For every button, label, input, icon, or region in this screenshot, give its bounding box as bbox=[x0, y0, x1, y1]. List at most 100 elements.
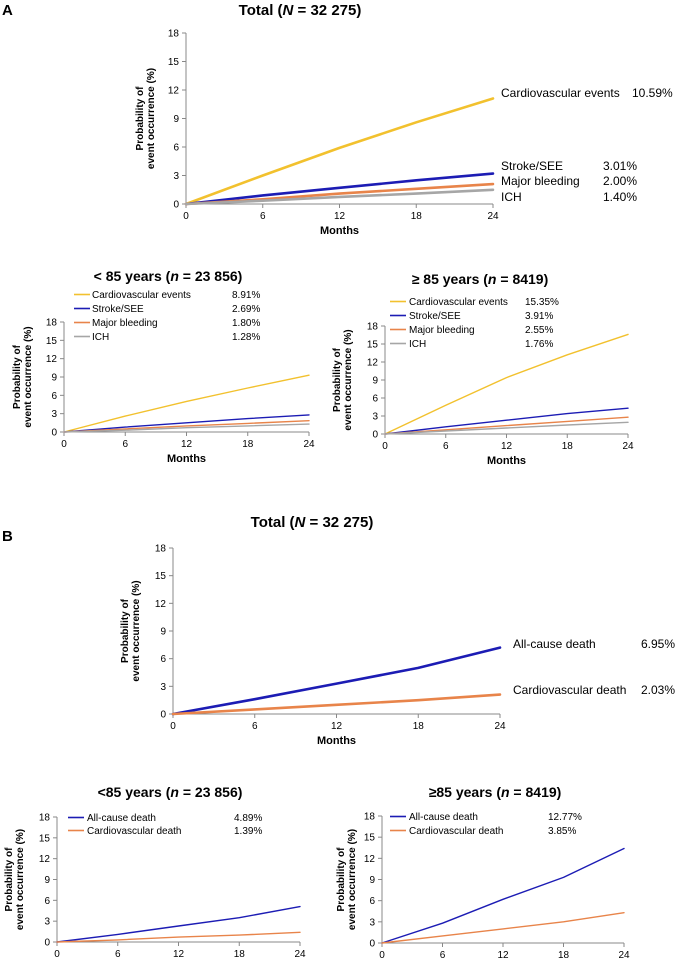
y-tick-label: 3 bbox=[160, 682, 166, 693]
chart-title: ≥85 years (n = 8419) bbox=[429, 784, 562, 800]
x-tick-label: 6 bbox=[440, 950, 446, 961]
x-tick-label: 6 bbox=[443, 441, 449, 452]
y-tick-label: 3 bbox=[173, 171, 179, 182]
chart-title: < 85 years (n = 23 856) bbox=[94, 268, 243, 284]
series-label-value: 2.03% bbox=[641, 683, 675, 697]
x-tick-label: 18 bbox=[562, 441, 574, 452]
title-part: = 8419) bbox=[510, 784, 562, 800]
x-axis-label: Months bbox=[320, 225, 359, 237]
title-part: Total ( bbox=[239, 2, 283, 19]
series-label-value: 10.59% bbox=[632, 86, 673, 100]
y-axis-label-line: Probability of bbox=[336, 847, 347, 912]
y-axis-label-line: event occurrence (%) bbox=[23, 326, 34, 427]
series-line-all-cause-death bbox=[381, 847, 625, 944]
x-tick-label: 0 bbox=[170, 721, 176, 732]
x-tick-label: 0 bbox=[382, 441, 388, 452]
x-tick-label: 24 bbox=[618, 950, 630, 961]
series-line-stroke-see bbox=[63, 414, 310, 433]
title-part: ≥85 years ( bbox=[429, 784, 502, 800]
y-tick-label: 6 bbox=[369, 896, 375, 907]
panel-label-b: B bbox=[2, 528, 13, 545]
x-axis-label: Months bbox=[167, 453, 206, 465]
y-tick-label: 12 bbox=[168, 86, 180, 97]
title-italic-part: N bbox=[283, 2, 295, 19]
y-tick-label: 9 bbox=[160, 627, 166, 638]
y-tick-label: 0 bbox=[173, 200, 179, 211]
x-tick-label: 18 bbox=[413, 721, 425, 732]
legend-entry-value: 1.39% bbox=[234, 826, 262, 837]
series-line-major-bleeding bbox=[384, 416, 629, 435]
y-tick-label: 15 bbox=[155, 571, 167, 582]
title-part: ≥ 85 years ( bbox=[412, 271, 489, 287]
title-part: = 23 856) bbox=[179, 268, 242, 284]
x-tick-label: 24 bbox=[303, 439, 315, 450]
series-line-stroke-see bbox=[184, 172, 495, 206]
series-label-value: 3.01% bbox=[603, 159, 637, 173]
legend-entry-value: 3.91% bbox=[525, 311, 553, 322]
chart-title: Total (N = 32 275) bbox=[239, 2, 362, 19]
title-italic-part: n bbox=[170, 268, 179, 284]
series-label-name: Cardiovascular death bbox=[513, 683, 626, 697]
series-line-cardiovascular-death bbox=[171, 693, 502, 716]
y-axis-label-line: Probability of bbox=[12, 344, 23, 409]
legend-entry-name: Cardiovascular events bbox=[409, 297, 508, 308]
title-part: < 85 years ( bbox=[94, 268, 171, 284]
y-axis-label-line: event occurrence (%) bbox=[347, 829, 358, 930]
y-tick-label: 0 bbox=[160, 710, 166, 721]
y-tick-label: 3 bbox=[51, 409, 57, 420]
y-tick-label: 3 bbox=[369, 917, 375, 928]
y-tick-label: 15 bbox=[168, 57, 180, 68]
y-tick-label: 18 bbox=[364, 812, 376, 823]
legend-entry-value: 1.28% bbox=[232, 332, 260, 343]
y-tick-label: 18 bbox=[168, 29, 180, 40]
x-tick-label: 18 bbox=[558, 950, 570, 961]
y-tick-label: 0 bbox=[51, 428, 57, 439]
title-part: = 23 856) bbox=[179, 784, 242, 800]
legend-entry-name: Stroke/SEE bbox=[409, 311, 461, 322]
legend-entry-value: 4.89% bbox=[234, 813, 262, 824]
x-tick-label: 18 bbox=[411, 211, 423, 222]
y-tick-label: 12 bbox=[155, 599, 167, 610]
series-line-major-bleeding bbox=[63, 420, 310, 433]
chart-B_ge85: ≥85 years (n = 8419)036912151806121824Mo… bbox=[336, 784, 630, 961]
legend-entry-name: All-cause death bbox=[409, 812, 478, 823]
y-axis-label-line: Probability of bbox=[4, 847, 15, 912]
x-axis-label: Months bbox=[487, 455, 526, 467]
legend-entry-name: Cardiovascular death bbox=[409, 826, 504, 837]
y-tick-label: 6 bbox=[51, 391, 57, 402]
y-tick-label: 3 bbox=[44, 917, 50, 928]
y-tick-label: 18 bbox=[155, 544, 167, 555]
chart-A_total: Total (N = 32 275) 0 3 6 9 12 15 18 0 6 12 18 24 Mont… bbox=[135, 2, 673, 237]
x-tick-label: 6 bbox=[122, 439, 128, 450]
y-tick-label: 0 bbox=[372, 430, 378, 441]
title-part: <85 years ( bbox=[98, 784, 171, 800]
title-part: = 8419) bbox=[496, 271, 548, 287]
chart-B_lt85: <85 years (n = 23 856) 0 3 6 9 12 15 18 0 6 12 18 24… bbox=[4, 784, 306, 960]
y-axis-label-line: event occurrence (%) bbox=[146, 68, 157, 169]
x-tick-label: 18 bbox=[242, 439, 254, 450]
x-tick-label: 24 bbox=[294, 949, 306, 960]
title-italic-part: n bbox=[488, 271, 497, 287]
legend-entry-value: 2.69% bbox=[232, 304, 260, 315]
series-line-ich bbox=[63, 423, 310, 433]
legend-entry-name: Major bleeding bbox=[409, 325, 475, 336]
x-axis-label: Months bbox=[317, 735, 356, 747]
x-tick-label: 12 bbox=[334, 211, 346, 222]
y-tick-label: 6 bbox=[173, 143, 179, 154]
y-tick-label: 0 bbox=[44, 938, 50, 949]
title-italic-part: n bbox=[501, 784, 510, 800]
series-line-cardiovascular-death bbox=[381, 912, 625, 944]
series-label-value: 2.00% bbox=[603, 174, 637, 188]
y-tick-label: 9 bbox=[369, 875, 375, 886]
y-tick-label: 0 bbox=[369, 939, 375, 950]
legend-entry-value: 12.77% bbox=[548, 812, 582, 823]
x-tick-label: 6 bbox=[252, 721, 258, 732]
legend-entry-name: ICH bbox=[409, 339, 426, 350]
title-italic-part: N bbox=[295, 514, 307, 531]
series-line-cardiovascular-events bbox=[184, 97, 495, 206]
x-tick-label: 18 bbox=[234, 949, 246, 960]
y-tick-label: 12 bbox=[367, 358, 379, 369]
charts: Total (N = 32 275) 0 3 6 9 12 15 18 0 6 12 18 24 Mont… bbox=[4, 2, 675, 961]
x-tick-label: 0 bbox=[183, 211, 189, 222]
